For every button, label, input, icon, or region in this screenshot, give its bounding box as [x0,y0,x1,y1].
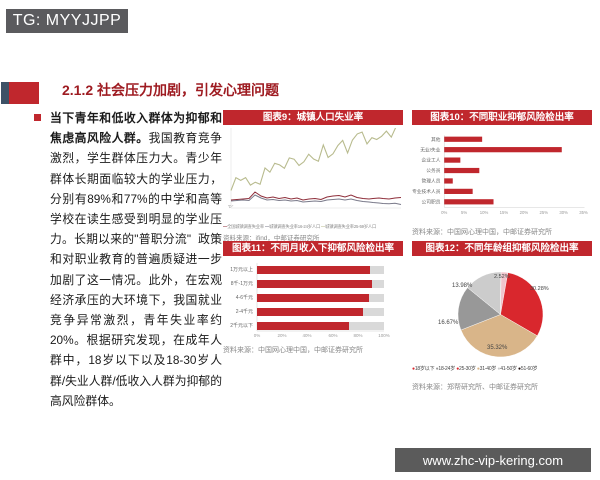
svg-text:20%: 20% [520,210,529,215]
svg-text:公务员: 公务员 [426,167,440,174]
svg-text:60%: 60% [328,333,337,338]
svg-text:2-4千元: 2-4千元 [236,308,253,315]
svg-text:管理人员: 管理人员 [422,178,441,185]
svg-text:5%: 5% [461,210,467,215]
svg-text:20%: 20% [277,333,286,338]
svg-text:15%: 15% [500,210,509,215]
svg-text:1万元以上: 1万元以上 [230,266,253,273]
svg-text:10%: 10% [480,210,489,215]
svg-text:2千元以下: 2千元以下 [230,322,253,329]
svg-text:25%: 25% [540,210,549,215]
svg-text:企业工人: 企业工人 [422,157,441,164]
svg-text:0%: 0% [254,333,261,338]
svg-text:40%: 40% [302,333,311,338]
svg-text:无业/失业: 无业/失业 [420,146,440,153]
svg-text:公司职员: 公司职员 [422,199,441,205]
svg-text:35%: 35% [579,210,588,215]
svg-text:80%: 80% [353,333,362,338]
svg-text:8千-1万元: 8千-1万元 [231,280,253,287]
svg-text:30%: 30% [559,210,568,215]
svg-text:4-6千元: 4-6千元 [236,294,253,301]
svg-text:其他: 其他 [431,136,441,143]
svg-text:100%: 100% [378,333,390,338]
svg-text:专业技术人员: 专业技术人员 [412,188,441,195]
svg-text:0%: 0% [441,210,447,215]
